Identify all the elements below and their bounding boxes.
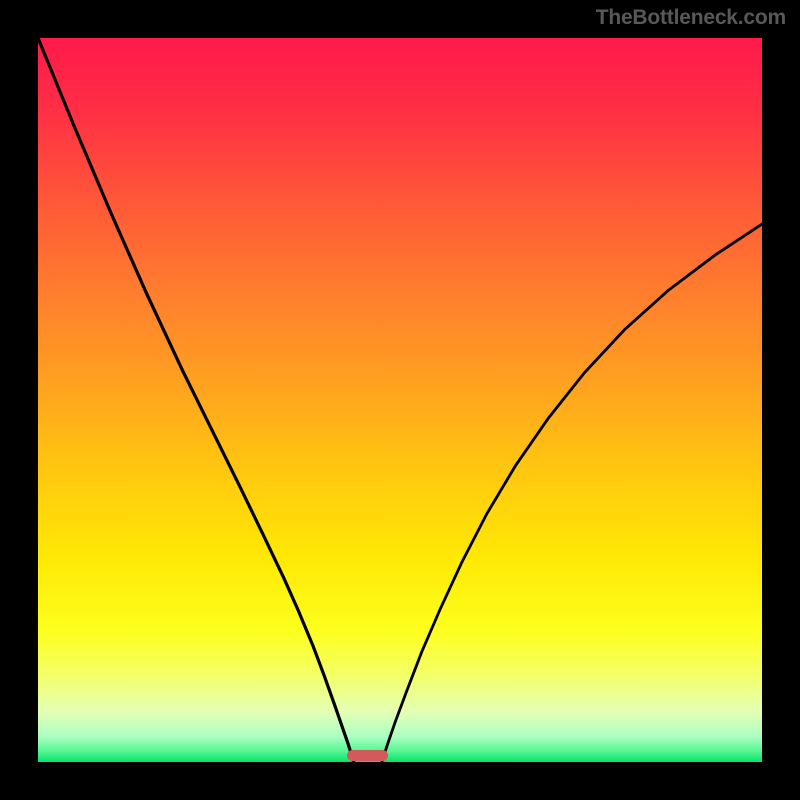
watermark-text: TheBottleneck.com (596, 6, 786, 30)
minimum-marker (347, 750, 388, 762)
curve-right (382, 224, 762, 762)
chart-plot-area (38, 38, 762, 762)
chart-curves (38, 38, 762, 762)
curve-left (38, 38, 354, 762)
